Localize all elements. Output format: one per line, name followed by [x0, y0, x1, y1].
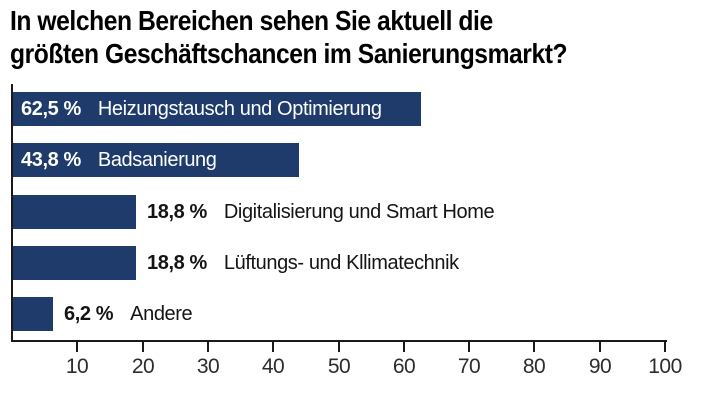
bar-value-label: 18,8 %: [147, 201, 207, 223]
x-axis-tick-label: 90: [588, 355, 612, 378]
bar: [13, 143, 299, 177]
bar-value-label: 6,2 %: [64, 303, 114, 325]
bar: [13, 297, 53, 331]
bar-category-label: Heizungstausch und Optimierung: [97, 98, 382, 120]
bar-row: 18,8 % Digitalisierung und Smart Home: [13, 195, 713, 229]
bar-text: 62,5 % Heizungstausch und Optimierung: [21, 92, 382, 126]
x-axis-tick-label: 60: [392, 355, 416, 378]
x-axis-tick: [664, 342, 666, 352]
bar-text: 6,2 % Andere: [64, 297, 193, 331]
x-axis-tick-label: 100: [648, 355, 682, 378]
chart-title-line1: In welchen Bereichen sehen Sie aktuell d…: [10, 5, 493, 36]
bar-text: 18,8 % Lüftungs- und Kllimatechnik: [147, 246, 459, 280]
bar: [13, 195, 136, 229]
y-axis-line: [11, 84, 13, 342]
x-axis-tick: [76, 342, 78, 352]
x-axis-tick-label: 20: [131, 355, 155, 378]
x-axis-tick-label: 70: [457, 355, 481, 378]
x-axis-tick: [207, 342, 209, 352]
x-axis-tick: [599, 342, 601, 352]
x-axis-tick-label: 40: [261, 355, 285, 378]
bar-text: 18,8 % Digitalisierung und Smart Home: [147, 195, 495, 229]
bar-text: 43,8 % Badsanierung: [21, 143, 217, 177]
x-axis-tick: [142, 342, 144, 352]
bar-row: 18,8 % Lüftungs- und Kllimatechnik: [13, 246, 713, 280]
bar-value-label: 18,8 %: [147, 252, 207, 274]
x-axis-tick: [272, 342, 274, 352]
bar: [13, 92, 421, 126]
x-axis-tick: [403, 342, 405, 352]
x-axis-line: [11, 340, 667, 342]
bar-value-label: 62,5 %: [21, 98, 81, 120]
bar-category-label: Badsanierung: [97, 149, 217, 171]
bar-category-label: Andere: [130, 303, 193, 325]
x-axis-tick: [468, 342, 470, 352]
chart-title: In welchen Bereichen sehen Sie aktuell d…: [10, 4, 568, 70]
bar-row: 62,5 % Heizungstausch und Optimierung: [13, 92, 713, 126]
bar-row: 6,2 % Andere: [13, 297, 713, 331]
bar-category-label: Digitalisierung und Smart Home: [223, 201, 495, 223]
bar: [13, 246, 136, 280]
x-axis-tick: [533, 342, 535, 352]
x-axis-tick-label: 80: [522, 355, 546, 378]
bar-row: 43,8 % Badsanierung: [13, 143, 713, 177]
bar-value-label: 43,8 %: [21, 149, 81, 171]
x-axis-tick-label: 10: [65, 355, 89, 378]
bar-category-label: Lüftungs- und Kllimatechnik: [223, 252, 459, 274]
chart-title-line2: größten Geschäftschancen im Sanierungsma…: [10, 38, 568, 69]
x-axis-tick-label: 30: [196, 355, 220, 378]
x-axis-tick: [338, 342, 340, 352]
x-axis-tick-label: 50: [327, 355, 351, 378]
